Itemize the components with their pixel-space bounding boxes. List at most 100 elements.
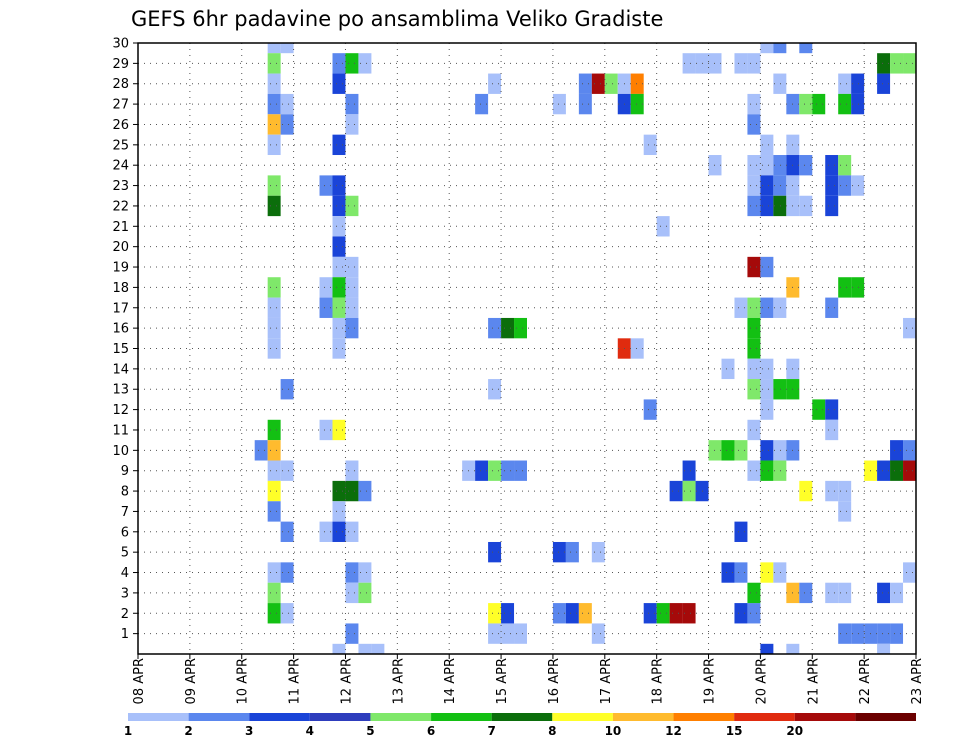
- heatmap-cell: [345, 480, 359, 502]
- y-tick-label: 7: [121, 505, 129, 520]
- heatmap-cell: [267, 175, 281, 196]
- y-tick-label: 10: [112, 444, 129, 459]
- heatmap-cell: [734, 53, 748, 74]
- y-tick-label: 30: [112, 37, 129, 52]
- heatmap-cell: [877, 643, 891, 654]
- heatmap-cell: [760, 256, 774, 278]
- x-tick-label: 08 APR: [132, 658, 147, 704]
- heatmap-cell: [734, 440, 748, 461]
- legend-label: 3: [245, 724, 253, 738]
- x-axis: 08 APR 09 APR 10 APR 11 APR 12 APR 13 APR 14 A…: [132, 654, 925, 704]
- y-tick-label: 20: [112, 240, 129, 255]
- heatmap-cell: [799, 480, 813, 502]
- heatmap-cell: [280, 603, 294, 624]
- heatmap-cell: [332, 236, 346, 257]
- heatmap-cell: [747, 460, 761, 481]
- heatmap-cell: [345, 562, 359, 583]
- heatmap-cell: [825, 195, 839, 217]
- heatmap-cell: [280, 521, 294, 542]
- y-tick-label: 8: [121, 485, 129, 500]
- heatmap-cell: [267, 73, 281, 94]
- heatmap-cell: [280, 460, 294, 481]
- y-tick-label: 13: [112, 383, 129, 398]
- y-tick-label: 12: [112, 403, 129, 418]
- y-tick-label: 24: [112, 159, 129, 174]
- heatmap-cell: [877, 582, 891, 604]
- heatmap-cell: [890, 460, 904, 481]
- heatmap-cell: [851, 93, 865, 115]
- heatmap-cell: [773, 297, 787, 318]
- heatmap-cell: [851, 623, 865, 644]
- legend-label: 7: [488, 724, 496, 738]
- heatmap-cell: [747, 93, 761, 115]
- heatmap-cell: [747, 358, 761, 380]
- heatmap-cell: [747, 338, 761, 359]
- heatmap-cell: [345, 521, 359, 542]
- heatmap-cell: [760, 195, 774, 217]
- heatmap-cell: [332, 73, 346, 94]
- heatmap-cell: [708, 440, 722, 461]
- y-tick-label: 29: [112, 57, 129, 72]
- heatmap-cell: [812, 399, 826, 420]
- heatmap-cell: [786, 643, 800, 654]
- heatmap-cell: [552, 603, 566, 624]
- x-tick-label: 12 APR: [339, 658, 354, 704]
- heatmap-cell: [838, 277, 852, 298]
- y-tick-label: 22: [112, 199, 129, 214]
- x-tick-label: 15 APR: [495, 658, 510, 704]
- legend-swatch: [794, 713, 856, 721]
- heatmap-cell: [345, 623, 359, 644]
- heatmap-cell: [734, 603, 748, 624]
- x-tick-label: 10 APR: [236, 658, 251, 704]
- heatmap-cell: [877, 460, 891, 481]
- heatmap-cell: [267, 501, 281, 522]
- heatmap-cell: [682, 480, 696, 502]
- heatmap-cell: [280, 379, 294, 400]
- heatmap-cell: [332, 134, 346, 156]
- heatmap-cell: [501, 603, 515, 624]
- x-tick-label: 18 APR: [651, 658, 666, 704]
- legend-swatch: [734, 713, 795, 721]
- heatmap-cell: [760, 379, 774, 400]
- heatmap-cell: [643, 603, 657, 624]
- heatmap-cell: [358, 643, 372, 654]
- heatmap-cell: [721, 562, 735, 583]
- heatmap-cell: [734, 562, 748, 583]
- heatmap-cell: [890, 440, 904, 461]
- x-tick-label: 16 APR: [547, 658, 562, 704]
- heatmap-cell: [825, 175, 839, 196]
- legend-swatch: [491, 713, 553, 721]
- x-tick-label: 13 APR: [391, 658, 406, 704]
- heatmap-cell: [345, 195, 359, 217]
- heatmap-cell: [358, 562, 372, 583]
- heatmap-cell: [332, 277, 346, 298]
- heatmap-cell: [825, 419, 839, 441]
- heatmap-cell: [643, 134, 657, 156]
- heatmap-cell: [890, 582, 904, 604]
- heatmap-cell: [799, 582, 813, 604]
- legend-label: 15: [726, 724, 743, 738]
- legend-swatch: [431, 713, 492, 721]
- heatmap-cell: [747, 53, 761, 74]
- heatmap-cell: [267, 440, 281, 461]
- heatmap-cell: [267, 338, 281, 359]
- heatmap-cell: [760, 134, 774, 156]
- heatmap-cell: [501, 623, 515, 644]
- heatmap-cell: [825, 155, 839, 176]
- heatmap-cell: [734, 521, 748, 542]
- heatmap-cell: [578, 93, 592, 115]
- y-tick-label: 9: [121, 464, 129, 479]
- heatmap-cell: [280, 93, 294, 115]
- heatmap-cell: [280, 562, 294, 583]
- y-tick-label: 17: [112, 301, 129, 316]
- heatmap-cell: [578, 73, 592, 94]
- legend-swatch: [855, 713, 916, 721]
- heatmap-cell: [501, 317, 515, 339]
- heatmap-cell: [345, 277, 359, 298]
- heatmap-cell: [838, 93, 852, 115]
- heatmap-cell: [514, 623, 527, 644]
- x-tick-label: 23 APR: [910, 658, 925, 704]
- heatmap-cell: [332, 195, 346, 217]
- legend-label: 12: [665, 724, 682, 738]
